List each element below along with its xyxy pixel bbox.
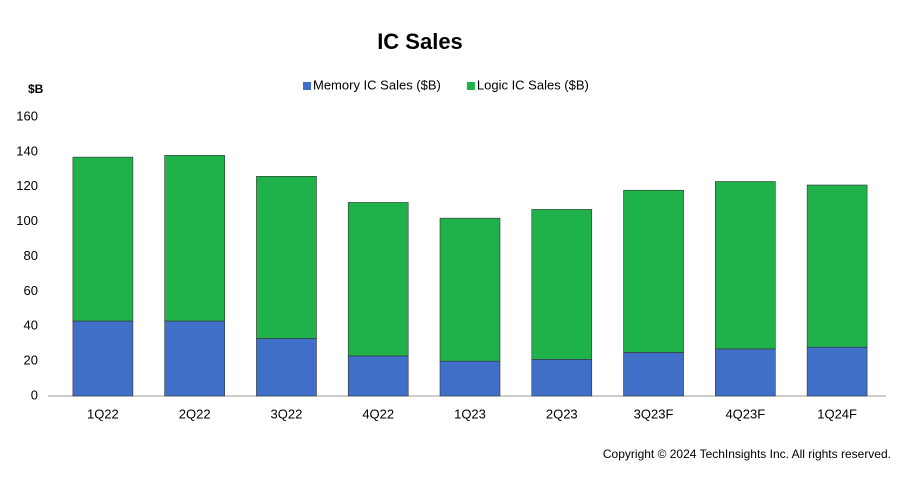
bar-segment bbox=[531, 209, 593, 360]
legend-swatch bbox=[466, 82, 475, 90]
y-tick-label: 80 bbox=[24, 248, 38, 263]
legend: Memory IC Sales ($B) Logic IC Sales ($B) bbox=[303, 77, 589, 92]
chart-title: IC Sales bbox=[377, 29, 463, 54]
bar-segment bbox=[256, 338, 317, 397]
x-tick-label: 1Q23 bbox=[454, 406, 486, 421]
y-tick-label: 40 bbox=[24, 318, 38, 333]
bar-segment bbox=[715, 348, 776, 397]
bar-segment bbox=[715, 181, 776, 350]
y-axis-label: $B bbox=[28, 82, 44, 96]
x-tick-label: 4Q23F bbox=[725, 406, 765, 421]
bar-segment bbox=[439, 217, 501, 362]
bar-segment bbox=[164, 155, 225, 322]
bar-segment bbox=[347, 355, 409, 397]
x-tick-label: 1Q24F bbox=[817, 406, 857, 421]
legend-label: Memory IC Sales ($B) bbox=[313, 77, 441, 92]
y-tick-label: 100 bbox=[16, 213, 38, 228]
bar-segment bbox=[623, 352, 684, 397]
x-tick-label: 3Q22 bbox=[271, 406, 303, 421]
bar-segment bbox=[806, 346, 868, 397]
bar-segment bbox=[347, 202, 409, 357]
y-tick-label: 60 bbox=[24, 283, 38, 298]
y-tick-label: 160 bbox=[16, 108, 38, 123]
x-tick-label: 3Q23F bbox=[634, 406, 674, 421]
x-tick-label: 2Q22 bbox=[179, 406, 211, 421]
y-tick-label: 120 bbox=[16, 178, 38, 193]
bar-segment bbox=[531, 359, 593, 397]
y-tick-label: 140 bbox=[16, 143, 38, 158]
bar-segment bbox=[164, 320, 225, 397]
legend-swatch bbox=[303, 82, 311, 90]
x-tick-label: 1Q22 bbox=[87, 406, 119, 421]
bar-segment bbox=[806, 184, 868, 348]
y-tick-label: 0 bbox=[31, 387, 38, 402]
legend-label: Logic IC Sales ($B) bbox=[477, 77, 589, 92]
footer: Copyright © 2024 TechInsights Inc. All r… bbox=[603, 447, 891, 461]
bar-segment bbox=[72, 320, 134, 397]
bar-segment bbox=[439, 360, 501, 397]
x-tick-label: 2Q23 bbox=[546, 406, 578, 421]
bar-segment bbox=[72, 156, 134, 322]
y-tick-label: 20 bbox=[24, 353, 38, 368]
x-tick-label: 4Q22 bbox=[362, 406, 394, 421]
bar-segment bbox=[623, 189, 684, 353]
bar-segment bbox=[256, 175, 317, 339]
